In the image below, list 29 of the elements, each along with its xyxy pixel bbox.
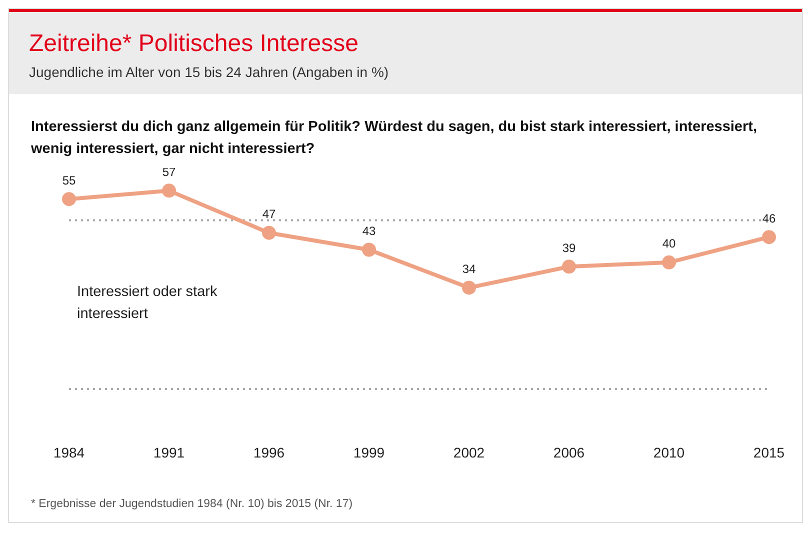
point bbox=[762, 230, 776, 244]
text: Interessiert oder stark interessiert bbox=[77, 283, 218, 324]
data-label: 47 bbox=[262, 207, 276, 222]
x-tick-label: 1984 bbox=[53, 444, 85, 460]
text: * Ergebnisse der Jugendstudien 1984 (Nr. 10) bis 2015 (Nr. 17) bbox=[30, 497, 354, 512]
point bbox=[262, 226, 276, 240]
x-tick-label: 1999 bbox=[353, 444, 385, 460]
point bbox=[162, 184, 176, 198]
text: Interessierst du dich ganz allgemein für Politik? Würdest du sagen, du bist stark interessiert, interessiert, wenig interessiert, gar nicht interessiert? bbox=[30, 118, 758, 159]
x-tick-label: 2002 bbox=[453, 444, 485, 460]
data-label: 39 bbox=[562, 240, 576, 255]
x-tick-label: 2006 bbox=[553, 444, 585, 460]
chart-title: Zeitreihe* Politisches Interesse bbox=[29, 30, 360, 58]
chart-subtitle: Jugendliche im Alter von 15 bis 24 Jahren (Angaben in %) bbox=[29, 64, 390, 80]
x-tick-label: 1991 bbox=[153, 444, 185, 460]
data-label: 34 bbox=[462, 262, 476, 276]
point bbox=[662, 255, 676, 270]
x-tick-label: 2015 bbox=[753, 444, 785, 460]
x-tick-label: 1996 bbox=[253, 444, 285, 460]
data-label: 57 bbox=[162, 164, 176, 179]
data-label: 46 bbox=[762, 211, 776, 226]
data-label: 40 bbox=[662, 236, 676, 251]
point bbox=[362, 242, 376, 257]
point bbox=[62, 192, 76, 206]
point bbox=[462, 280, 476, 295]
point bbox=[562, 260, 576, 274]
data-label: 43 bbox=[362, 224, 376, 238]
x-tick-label: 2010 bbox=[653, 444, 685, 460]
data-label: 55 bbox=[62, 173, 76, 188]
